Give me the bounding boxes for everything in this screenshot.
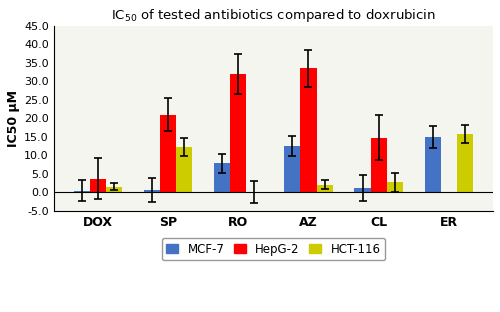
Bar xyxy=(354,188,370,192)
Bar xyxy=(300,68,316,192)
Bar xyxy=(160,115,176,192)
Y-axis label: IC50 μM: IC50 μM xyxy=(7,90,20,147)
Bar xyxy=(144,190,160,192)
Bar xyxy=(214,163,230,192)
Bar xyxy=(90,179,106,192)
Bar xyxy=(386,182,403,192)
Bar xyxy=(316,185,332,192)
Bar xyxy=(230,74,246,192)
Bar xyxy=(106,187,122,192)
Bar xyxy=(284,146,300,192)
Bar xyxy=(74,191,90,192)
Title: IC$_{50}$ of tested antibiotics compared to doxrubicin: IC$_{50}$ of tested antibiotics compared… xyxy=(111,7,436,24)
Bar xyxy=(457,134,473,192)
Legend: MCF-7, HepG-2, HCT-116: MCF-7, HepG-2, HCT-116 xyxy=(162,238,385,261)
Bar xyxy=(176,147,192,192)
Bar xyxy=(424,137,441,192)
Bar xyxy=(370,138,386,192)
